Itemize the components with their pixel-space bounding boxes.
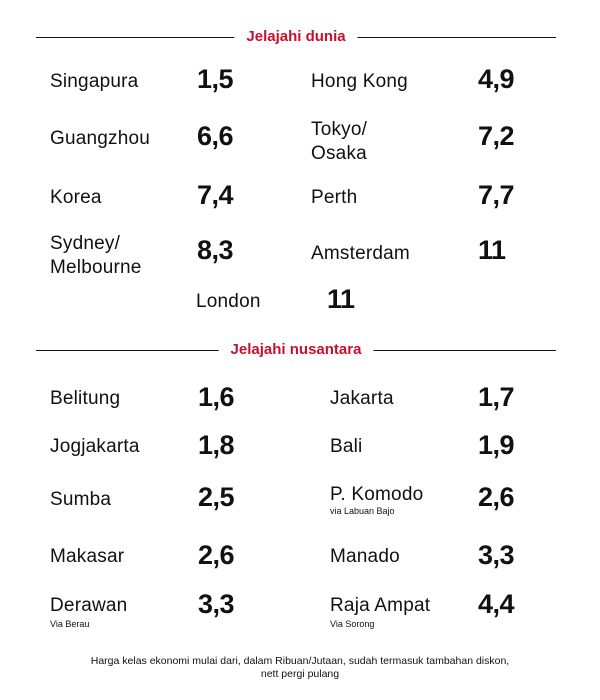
destination-hong-kong: Hong Kong — [311, 71, 408, 92]
price-raja-ampat: 4,4 — [478, 589, 515, 619]
price-hong-kong: 4,9 — [478, 64, 515, 94]
route-note-p-komodo: via Labuan Bajo — [330, 506, 395, 516]
price-p-komodo: 2,6 — [478, 482, 515, 512]
price-sydney-melbourne: 8,3 — [197, 235, 234, 265]
destination-raja-ampat: Raja Ampat — [330, 595, 431, 616]
destination-singapura: Singapura — [50, 71, 139, 92]
destination-belitung: Belitung — [50, 388, 121, 409]
price-derawan: 3,3 — [198, 589, 235, 619]
section-title-world: Jelajahi dunia — [234, 27, 358, 47]
destination-perth: Perth — [311, 187, 358, 208]
destination-bali: Bali — [330, 436, 363, 457]
footnote-line-1: Harga kelas ekonomi mulai dari, dalam Ri… — [90, 655, 510, 667]
destination-london: London — [196, 291, 261, 312]
destination-line: Tokyo/ — [311, 119, 368, 140]
route-note-derawan: Via Berau — [50, 619, 90, 629]
footnote: Harga kelas ekonomi mulai dari, dalam Ri… — [20, 655, 580, 681]
section-title-domestic: Jelajahi nusantara — [218, 340, 374, 360]
destination-line: Osaka — [311, 143, 367, 164]
destination-derawan: Derawan — [50, 595, 128, 616]
price-manado: 3,3 — [478, 540, 515, 570]
price-amsterdam: 11 — [478, 235, 506, 265]
price-london: 11 — [327, 284, 355, 314]
destination-sumba: Sumba — [50, 489, 112, 510]
price-korea: 7,4 — [197, 180, 234, 210]
price-sumba: 2,5 — [198, 482, 235, 512]
destination-sydney-melbourne: Sydney/ Melbourne — [50, 232, 142, 280]
destination-jakarta: Jakarta — [330, 388, 394, 409]
price-bali: 1,9 — [478, 430, 515, 460]
route-note-raja-ampat: Via Sorong — [330, 619, 375, 629]
section-header-world: Jelajahi dunia — [36, 27, 556, 47]
destination-amsterdam: Amsterdam — [311, 243, 410, 264]
price-makasar: 2,6 — [198, 540, 235, 570]
price-belitung: 1,6 — [198, 382, 235, 412]
price-singapura: 1,5 — [197, 64, 234, 94]
destination-manado: Manado — [330, 546, 400, 567]
destination-line: Melbourne — [50, 257, 142, 278]
destination-p-komodo: P. Komodo — [330, 484, 424, 505]
destination-guangzhou: Guangzhou — [50, 128, 151, 149]
destination-tokyo-osaka: Tokyo/ Osaka — [311, 118, 367, 166]
price-perth: 7,7 — [478, 180, 515, 210]
footnote-line-2: nett pergi pulang — [260, 668, 340, 680]
destination-korea: Korea — [50, 187, 102, 208]
destination-makasar: Makasar — [50, 546, 125, 567]
destination-jogjakarta: Jogjakarta — [50, 436, 140, 457]
price-guangzhou: 6,6 — [197, 121, 234, 151]
destination-line: Sydney/ — [50, 233, 121, 254]
price-tokyo-osaka: 7,2 — [478, 121, 515, 151]
price-jakarta: 1,7 — [478, 382, 515, 412]
section-header-domestic: Jelajahi nusantara — [36, 340, 556, 360]
price-jogjakarta: 1,8 — [198, 430, 235, 460]
